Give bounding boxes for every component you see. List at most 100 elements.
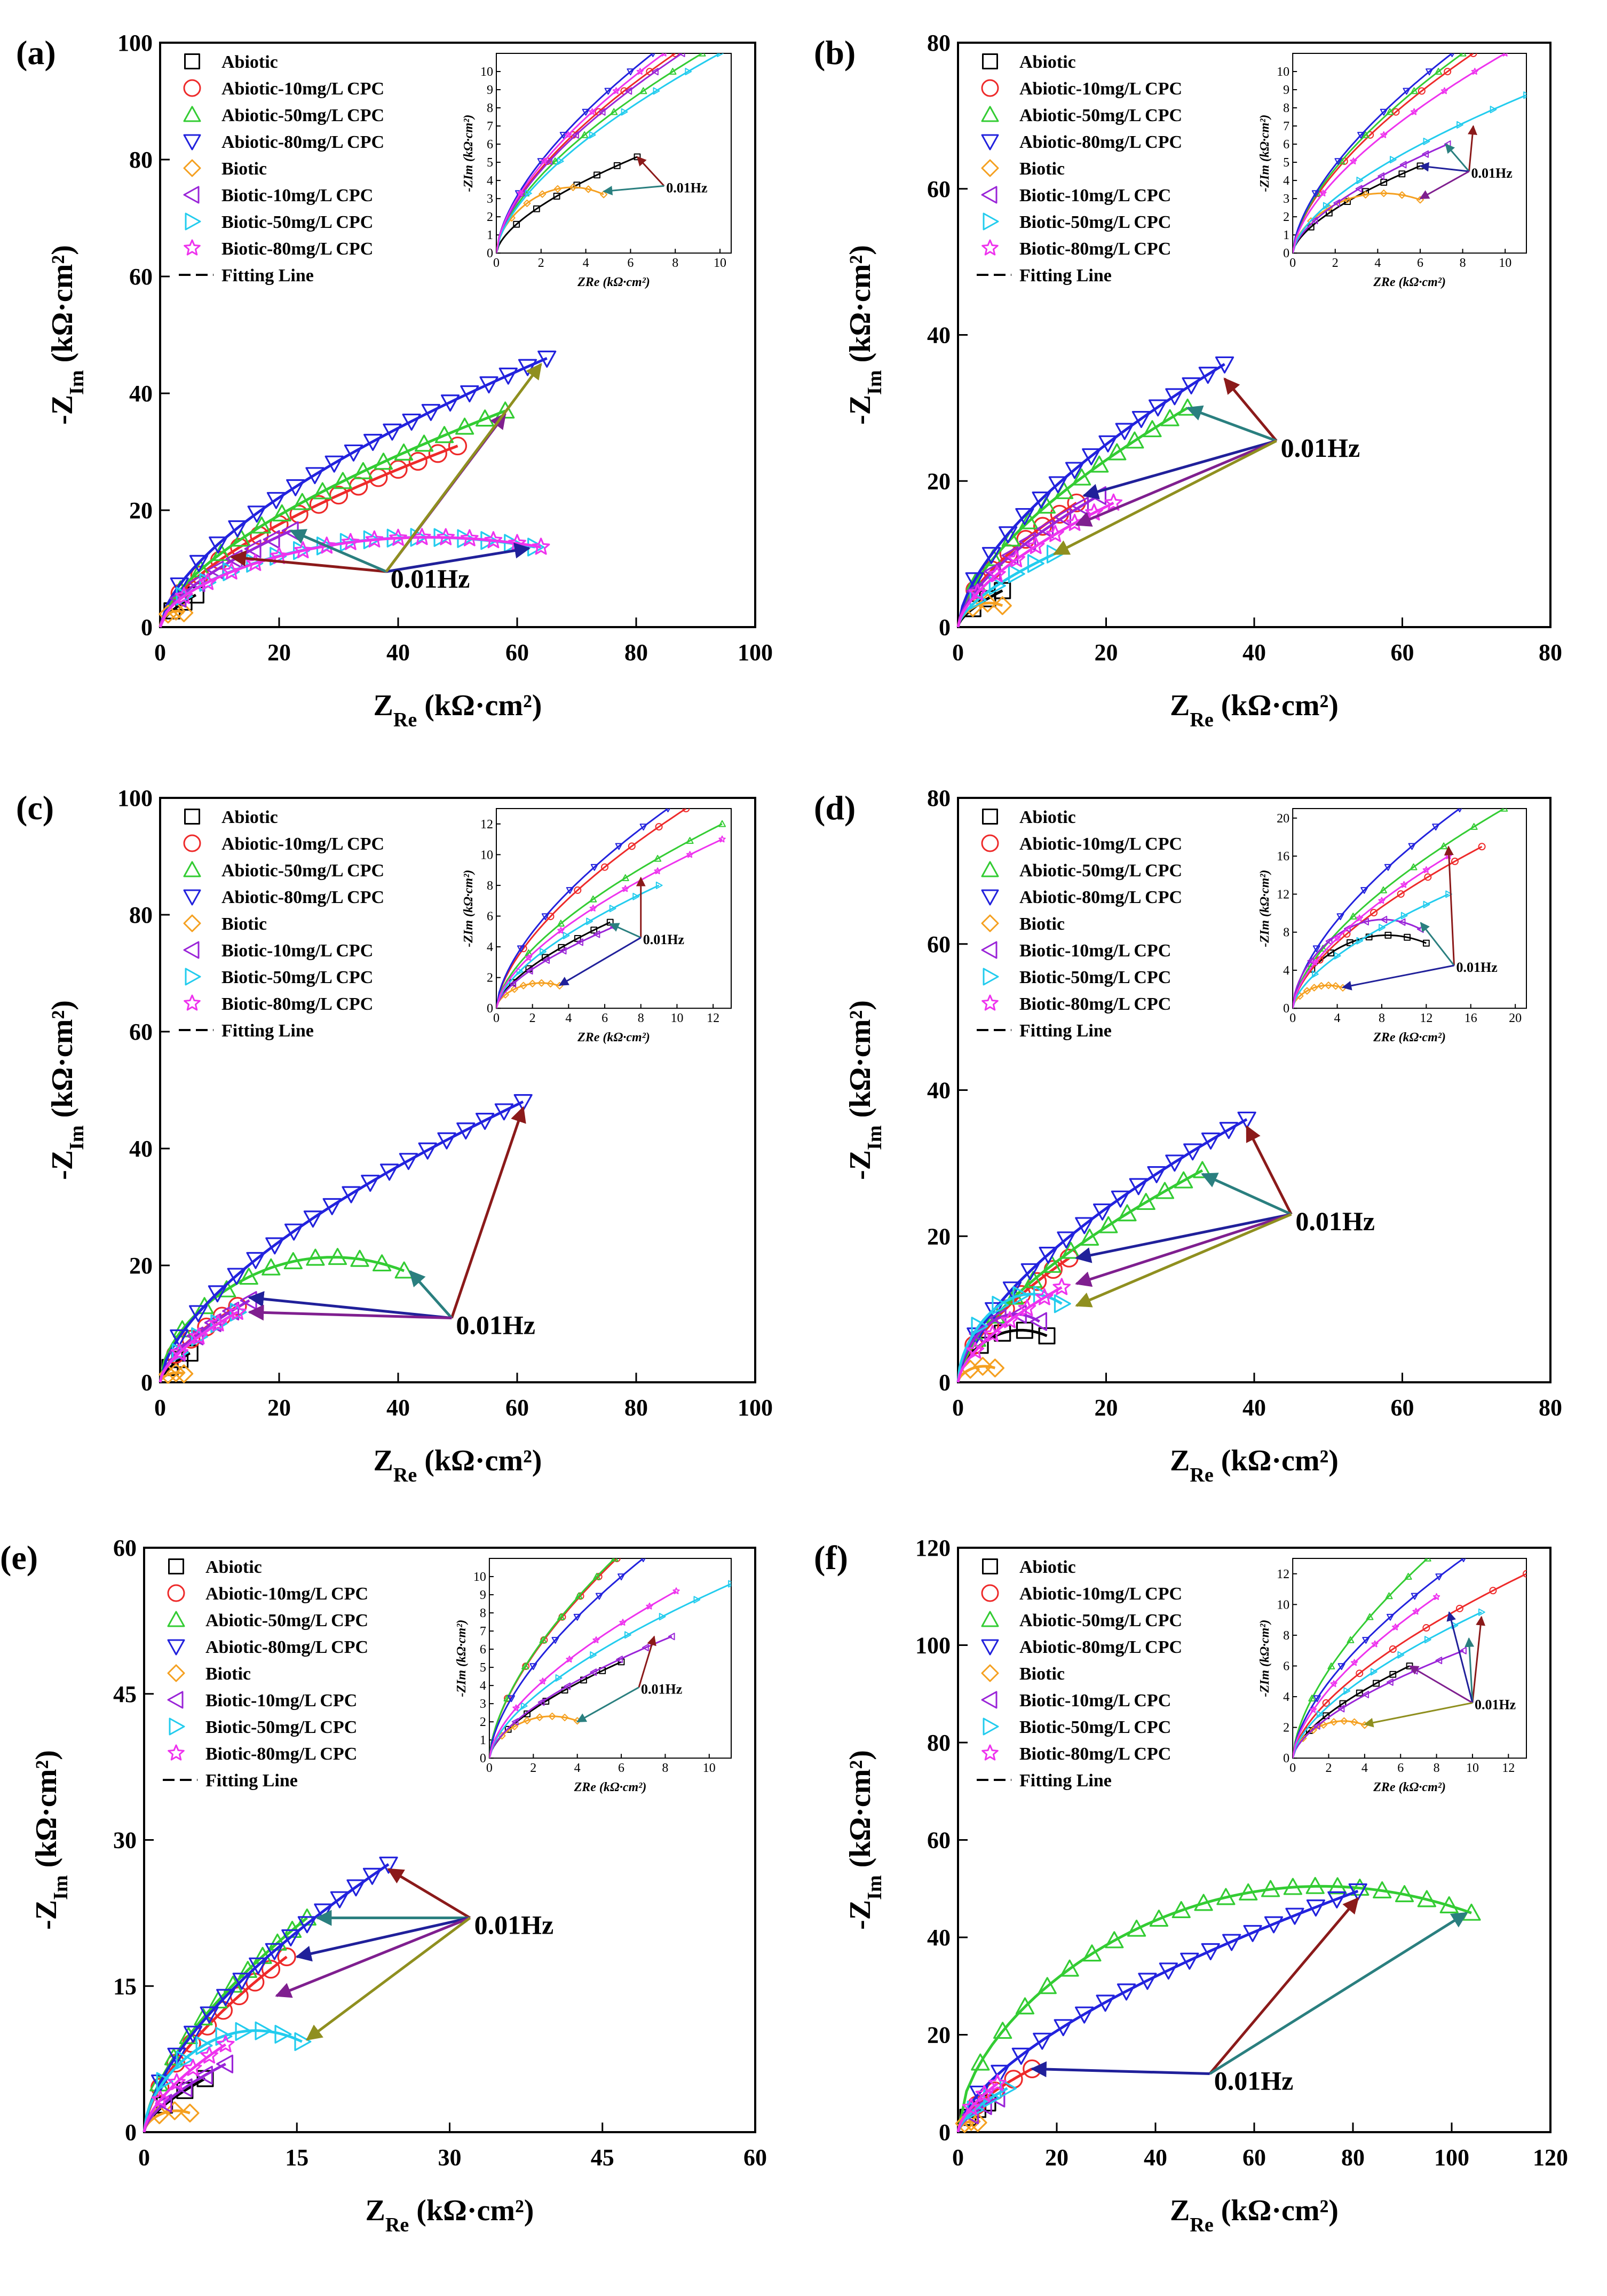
- inset-series-abiotic-10mg-l-cpc-marker: [1489, 1587, 1497, 1595]
- inset-series-biotic-50mg-l-cpc-marker: [717, 53, 724, 57]
- inset-series-biotic-50mg-l-cpc-marker: [632, 892, 640, 900]
- series-abiotic-80mg-l-cpc-marker: [342, 1186, 361, 1204]
- inset-series-biotic-80mg-l-cpc-marker: [1410, 108, 1418, 115]
- inset-series-abiotic-10mg-l-cpc-marker: [1370, 909, 1378, 917]
- inset-series-biotic-50mg-l-cpc-marker: [609, 905, 616, 913]
- inset-series-abiotic-80mg-l-cpc-marker: [551, 1637, 559, 1644]
- inset-ytick-label: 0: [487, 1002, 493, 1016]
- inset-ytick-label: 6: [1283, 138, 1289, 152]
- series-abiotic-80mg-l-cpc-marker: [1082, 448, 1101, 465]
- series-abiotic-80mg-l-cpc-marker: [1015, 508, 1034, 525]
- legend-marker: [167, 1664, 185, 1682]
- panel-label: (b): [814, 34, 856, 72]
- inset-xtick-label: 2: [1326, 1761, 1332, 1775]
- series-abiotic-50mg-l-cpc-marker: [1143, 420, 1162, 438]
- series-biotic-80mg-l-cpc-marker: [175, 587, 193, 604]
- series-biotic-80mg-l-cpc-marker: [988, 2074, 1007, 2092]
- inset-series-abiotic-10mg-l-cpc-marker: [1343, 930, 1351, 938]
- series-abiotic-50mg-l-cpc-marker: [1107, 443, 1127, 461]
- series-abiotic-80mg-l-cpc-marker: [188, 1305, 208, 1323]
- series-abiotic-50mg-l-cpc-fit-line: [159, 409, 506, 628]
- inset-y-axis-title: -ZIm (kΩ·cm²): [462, 115, 476, 192]
- inset-series-abiotic-marker: [525, 965, 533, 972]
- legend-label: Abiotic-80mg/L CPC: [221, 888, 384, 907]
- series-abiotic-50mg-l-cpc-marker: [1019, 512, 1038, 529]
- inset-series-abiotic-50mg-l-cpc-marker: [1435, 68, 1443, 75]
- inset-series-abiotic-80mg-l-cpc-marker: [1461, 1558, 1466, 1562]
- inset-series-abiotic-marker: [1398, 170, 1406, 178]
- main-xtick-label: 15: [285, 2144, 308, 2171]
- inset-arrow: [1408, 1665, 1473, 1704]
- inset-series-abiotic-marker: [613, 162, 621, 169]
- legend-label: Biotic-10mg/L CPC: [221, 186, 373, 205]
- series-biotic-marker: [150, 2105, 169, 2125]
- legend-label: Fitting Line: [205, 1771, 298, 1791]
- inset-x-axis-title: ZRe (kΩ·cm²): [1373, 275, 1446, 289]
- series-abiotic-50mg-l-cpc-marker: [1080, 1228, 1099, 1246]
- inset-series-biotic-50mg-l-cpc-marker: [1379, 924, 1386, 932]
- series-abiotic-50mg-l-cpc-marker: [1283, 1878, 1302, 1895]
- main-arrow: [1223, 377, 1278, 442]
- inset-series-biotic-80mg-l-cpc-marker: [1412, 1608, 1420, 1615]
- inset-series-biotic-marker: [1350, 1718, 1358, 1726]
- inset-series-biotic-10mg-l-cpc-marker: [1362, 917, 1369, 925]
- inset-xtick-label: 2: [1332, 256, 1339, 270]
- series-abiotic-80mg-l-cpc-marker: [1138, 1973, 1157, 1990]
- series-biotic-50mg-l-cpc-marker: [294, 2032, 312, 2051]
- legend-marker: [185, 212, 201, 231]
- inset-series-biotic-80mg-l-cpc-fit-line: [496, 53, 665, 254]
- inset-series-biotic-50mg-l-cpc-marker: [563, 932, 570, 940]
- inset-series-biotic-80mg-l-cpc-marker: [557, 927, 565, 934]
- series-abiotic-10mg-l-cpc-marker: [277, 1947, 296, 1967]
- inset-series-abiotic-10mg-l-cpc-marker: [1322, 1699, 1330, 1707]
- main-arrow: [1075, 1213, 1292, 1287]
- series-abiotic-80mg-l-cpc-marker: [170, 1329, 189, 1347]
- inset-arrow: [1342, 964, 1454, 991]
- series-biotic-10mg-l-cpc-marker: [263, 530, 280, 549]
- main-ytick-label: 40: [129, 1136, 153, 1162]
- x-axis-title: ZRe (kΩ·cm²): [374, 689, 542, 731]
- inset-series-biotic-50mg-l-cpc-marker: [1356, 937, 1364, 945]
- series-biotic-80mg-l-cpc-marker: [962, 2098, 980, 2116]
- main-frequency-label: 0.01Hz: [456, 1310, 535, 1340]
- inset-series-abiotic-10mg-l-cpc-marker: [1444, 68, 1452, 76]
- inset-series-biotic-80mg-l-cpc-marker: [589, 904, 597, 912]
- legend-marker: [981, 914, 999, 932]
- inset-series-abiotic-10mg-l-cpc-marker: [1422, 1624, 1430, 1632]
- inset-series-biotic-80mg-l-cpc-marker: [541, 157, 548, 164]
- legend-label: Abiotic-50mg/L CPC: [221, 106, 384, 125]
- inset-series-abiotic-10mg-l-cpc-marker: [1469, 53, 1477, 57]
- series-abiotic-50mg-l-cpc-marker: [1125, 431, 1144, 449]
- main-ytick-label: 40: [129, 381, 153, 407]
- legend-label: Biotic-10mg/L CPC: [221, 941, 373, 961]
- inset-ytick-label: 12: [1277, 1567, 1289, 1581]
- inset-series: [1293, 1558, 1526, 1759]
- series-biotic-80mg-l-cpc-marker: [184, 2059, 202, 2076]
- main-xtick-label: 20: [1045, 2144, 1068, 2171]
- series-abiotic-80mg-l-cpc-marker: [513, 1094, 533, 1111]
- series-biotic-80mg-l-cpc-marker: [222, 562, 241, 580]
- inset-xtick-label: 0: [486, 1761, 493, 1775]
- main-ytick-label: 80: [129, 902, 153, 928]
- legend-label: Abiotic: [1019, 807, 1076, 827]
- main-xtick-label: 60: [743, 2144, 767, 2171]
- inset-series-biotic-10mg-l-cpc-marker: [509, 980, 517, 988]
- series-abiotic-50mg-l-cpc-marker: [1305, 1877, 1325, 1894]
- inset-series-biotic-10mg-l-cpc-marker: [1307, 957, 1315, 965]
- inset-series-biotic-marker: [1361, 191, 1369, 199]
- inset-series-biotic-80mg-l-cpc-marker: [592, 1636, 600, 1643]
- inset-series-abiotic-80mg-l-cpc-marker: [615, 843, 623, 850]
- inset-xtick-label: 8: [662, 1761, 668, 1775]
- inset-series-biotic-marker: [584, 185, 592, 193]
- series-abiotic-50mg-l-cpc-marker: [1239, 1883, 1258, 1901]
- inset-series-abiotic-80mg-l-cpc-marker: [582, 108, 590, 116]
- legend-marker: [184, 239, 201, 256]
- legend-marker: [981, 941, 998, 959]
- inset-series-biotic-80mg-l-cpc-marker: [539, 1677, 547, 1685]
- series-abiotic-80mg-l-cpc-marker: [361, 1175, 380, 1192]
- inset-series-biotic-80mg-l-cpc-marker: [1319, 189, 1327, 197]
- inset-series-abiotic-50mg-l-cpc-marker: [1308, 1695, 1316, 1702]
- series-abiotic-80mg-l-cpc-marker: [1165, 388, 1184, 406]
- inset-series-biotic-marker: [523, 199, 531, 207]
